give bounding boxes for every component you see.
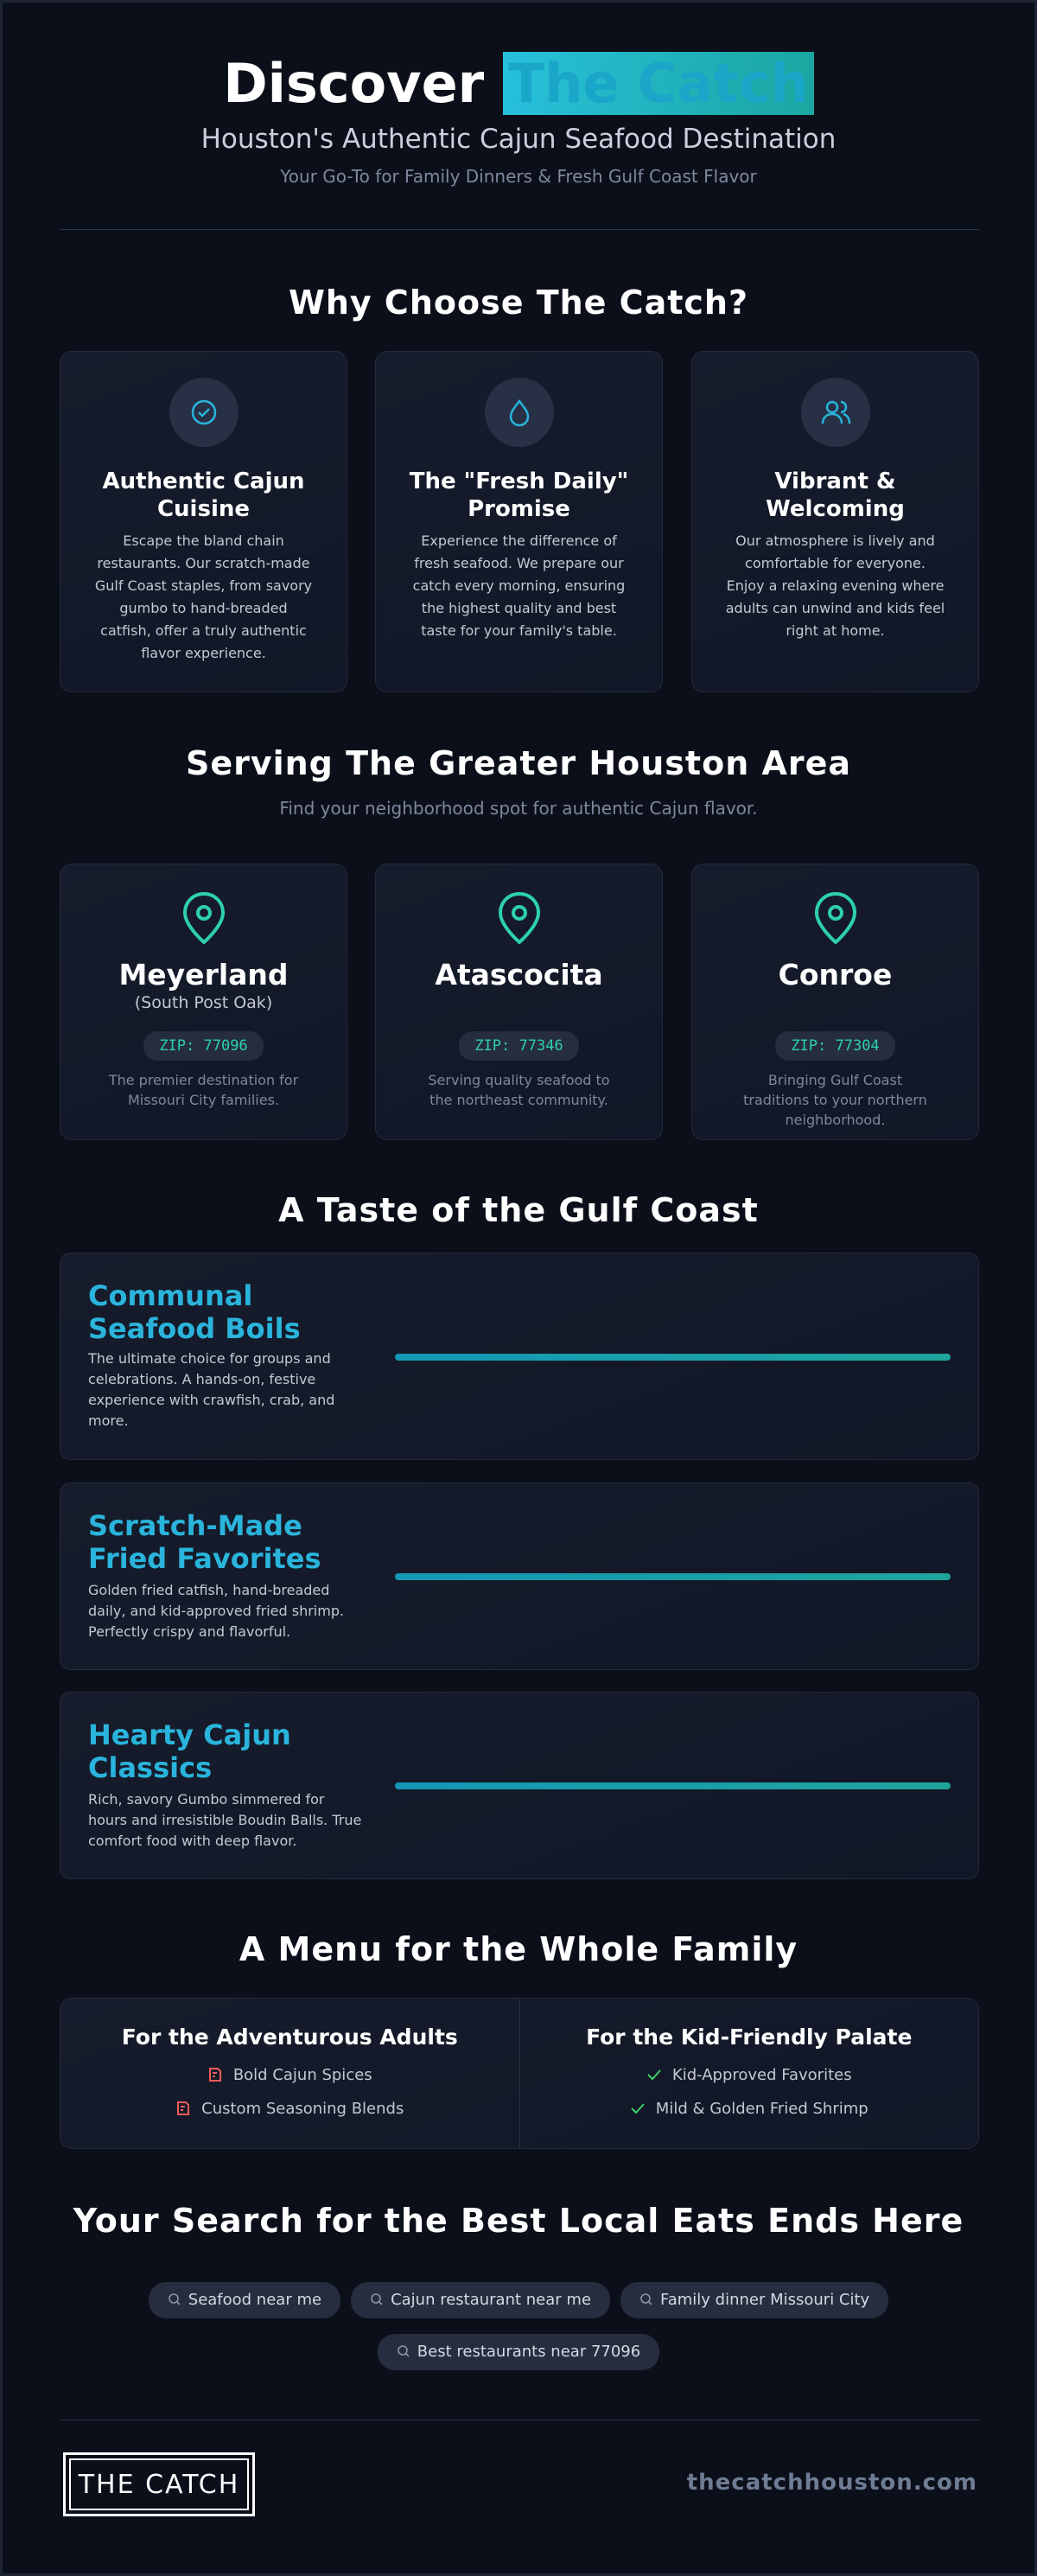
search-tag-text: Family dinner Missouri City — [660, 2291, 870, 2309]
zip-wrap: ZIP: 77096 — [60, 1031, 347, 1061]
pin-svg — [814, 891, 856, 945]
location-note: (South Post Oak) — [134, 993, 273, 1012]
accent-bar — [395, 1573, 951, 1580]
location-name: Conroe — [778, 958, 893, 992]
menu-item: Mild & Golden Fried Shrimp — [520, 2094, 979, 2127]
logo-text: THE CATCH — [69, 2458, 249, 2510]
feature-card: Vibrant & Welcoming Our atmosphere is liv… — [691, 351, 979, 692]
icon-svg — [191, 399, 216, 425]
subtitle: Houston's Authentic Cajun Seafood Destin… — [200, 124, 837, 155]
zip-pill: ZIP: 77096 — [143, 1031, 264, 1061]
title-prefix: Discover — [223, 52, 485, 115]
menu-item: Custom Seasoning Blends — [60, 2094, 519, 2127]
search-tag[interactable]: Family dinner Missouri City — [620, 2282, 889, 2318]
menu-icon — [630, 2102, 646, 2120]
accent-bar — [395, 1782, 951, 1789]
taste-text: Rich, savory Gumbo simmered for hours an… — [88, 1791, 362, 1849]
search-tag-text: Seafood near me — [188, 2291, 322, 2309]
card-title: Authentic Cajun Cuisine — [102, 469, 305, 522]
card-text: Our atmosphere is lively and comfortable… — [725, 532, 945, 639]
taste-title: Hearty Cajun Classics — [88, 1718, 291, 1784]
menu-column-title: For the Adventurous Adults — [121, 2024, 458, 2050]
location-name: Meyerland — [118, 958, 289, 992]
location-text: Serving quality seafood to the northeast… — [428, 1072, 610, 1108]
menu-item-text: Kid-Approved Favorites — [671, 2066, 852, 2084]
taste-card: Scratch-Made Fried Favorites Golden fried… — [60, 1482, 979, 1670]
section-heading: Your Search for the Best Local Eats Ends… — [73, 2202, 964, 2240]
search-tag[interactable]: Cajun restaurant near me — [351, 2282, 611, 2318]
card-text: Experience the difference of fresh seafo… — [412, 532, 626, 639]
location-name: Atascocita — [435, 958, 603, 992]
hero-title: Discover The Catch — [3, 51, 1034, 117]
menu-column: For the Kid-Friendly Palate Kid-Approved … — [520, 1999, 979, 2148]
icon-svg — [509, 399, 529, 427]
accent-bar — [395, 1354, 951, 1361]
section-heading: Why Choose The Catch? — [288, 284, 749, 322]
location-card: Meyerland (South Post Oak) ZIP: 77096 The p… — [60, 864, 347, 1140]
menu-item: Bold Cajun Spices — [60, 2060, 519, 2094]
section-heading: A Menu for the Whole Family — [239, 1930, 798, 1968]
search-tag-text: Best restaurants near 77096 — [417, 2343, 641, 2361]
divider — [60, 229, 979, 230]
pin-svg — [182, 891, 225, 945]
logo: THE CATCH — [63, 2452, 255, 2516]
search-tags: Seafood near me Cajun restaurant near me F… — [132, 2274, 905, 2378]
taste-text: Golden fried catfish, hand-breaded daily… — [88, 1582, 345, 1640]
section-heading: A Taste of the Gulf Coast — [278, 1191, 759, 1229]
icon-svg — [821, 400, 850, 424]
footer-url: thecatchhouston.com — [686, 2470, 977, 2496]
menu-column: For the Adventurous Adults Bold Cajun Spi… — [60, 1999, 520, 2148]
zip-pill: ZIP: 77304 — [775, 1031, 895, 1061]
card-text: Escape the bland chain restaurants. Our … — [94, 532, 313, 661]
pin-icon — [811, 890, 860, 949]
zip-wrap: ZIP: 77346 — [376, 1031, 662, 1061]
search-tag-text: Cajun restaurant near me — [391, 2291, 592, 2309]
menu-icon — [175, 2101, 191, 2120]
pin-icon — [495, 890, 544, 949]
section-subheading: Find your neighborhood spot for authenti… — [279, 798, 758, 819]
menu-icon — [646, 2069, 662, 2087]
menu-item-text: Bold Cajun Spices — [232, 2066, 372, 2084]
icon — [484, 378, 554, 447]
feature-card: Authentic Cajun Cuisine Escape the bland … — [60, 351, 347, 692]
menu-item-text: Mild & Golden Fried Shrimp — [655, 2100, 868, 2118]
pin-svg — [498, 891, 540, 945]
pin-icon — [180, 890, 228, 949]
location-card: Conroe ZIP: 77304 Bringing Gulf Coast trad… — [691, 864, 979, 1140]
taste-title: Communal Seafood Boils — [88, 1279, 301, 1345]
taste-card: Communal Seafood Boils The ultimate choic… — [60, 1253, 979, 1460]
search-tag[interactable]: Seafood near me — [148, 2282, 341, 2318]
tagline: Your Go-To for Family Dinners & Fresh Gu… — [280, 166, 757, 187]
title-highlight: The Catch — [502, 52, 814, 115]
menu-item: Kid-Approved Favorites — [520, 2060, 979, 2094]
search-tag[interactable]: Best restaurants near 77096 — [377, 2334, 660, 2370]
location-card: Atascocita ZIP: 77346 Serving quality seaf… — [375, 864, 663, 1140]
menu-box: For the Adventurous Adults Bold Cajun Spi… — [60, 1998, 979, 2149]
location-text: The premier destination for Missouri Cit… — [108, 1072, 299, 1108]
feature-card: The "Fresh Daily" Promise Experience the … — [375, 351, 663, 692]
taste-card: Hearty Cajun Classics Rich, savory Gumbo … — [60, 1692, 979, 1879]
card-title: The "Fresh Daily" Promise — [409, 469, 629, 522]
taste-text: The ultimate choice for groups and celeb… — [88, 1350, 335, 1429]
taste-title: Scratch-Made Fried Favorites — [88, 1509, 321, 1575]
icon — [800, 378, 870, 447]
section-heading: Serving The Greater Houston Area — [185, 744, 852, 782]
icon — [169, 378, 239, 447]
zip-wrap: ZIP: 77304 — [692, 1031, 978, 1061]
menu-column-title: For the Kid-Friendly Palate — [586, 2024, 913, 2050]
menu-icon — [207, 2068, 223, 2087]
location-text: Bringing Gulf Coast traditions to your n… — [743, 1072, 927, 1128]
zip-pill: ZIP: 77346 — [459, 1031, 579, 1061]
menu-item-text: Custom Seasoning Blends — [201, 2100, 404, 2118]
card-title: Vibrant & Welcoming — [766, 469, 905, 522]
